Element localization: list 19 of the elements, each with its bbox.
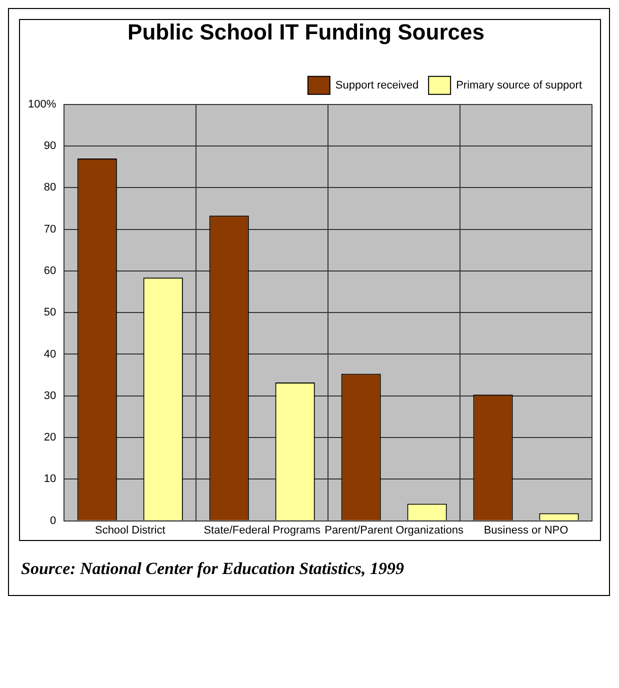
y-tick-label: 50 bbox=[44, 306, 56, 319]
chart-title: Public School IT Funding Sources bbox=[128, 19, 484, 44]
legend-label: Primary source of support bbox=[456, 79, 582, 92]
x-tick-label: Parent/Parent Organizations bbox=[324, 524, 464, 536]
y-tick-label: 100% bbox=[28, 98, 56, 110]
legend-label: Support received bbox=[335, 79, 419, 92]
y-tick-label: 20 bbox=[44, 432, 56, 444]
y-tick-label: 30 bbox=[44, 390, 56, 402]
x-tick-label: State/Federal Programs bbox=[204, 524, 321, 536]
y-tick-label: 80 bbox=[44, 182, 56, 194]
y-tick-label: 10 bbox=[44, 473, 56, 486]
y-tick-label: 70 bbox=[44, 223, 56, 236]
y-tick-label: 40 bbox=[44, 348, 56, 360]
x-tick-label: School District bbox=[94, 524, 166, 536]
y-tick-label: 60 bbox=[44, 264, 56, 277]
source-note: Source: National Center for Education Statistics, 1999 bbox=[21, 559, 406, 579]
y-tick-label: 0 bbox=[50, 514, 56, 527]
y-tick-label: 90 bbox=[44, 140, 56, 152]
x-tick-label: Business or NPO bbox=[484, 524, 569, 536]
